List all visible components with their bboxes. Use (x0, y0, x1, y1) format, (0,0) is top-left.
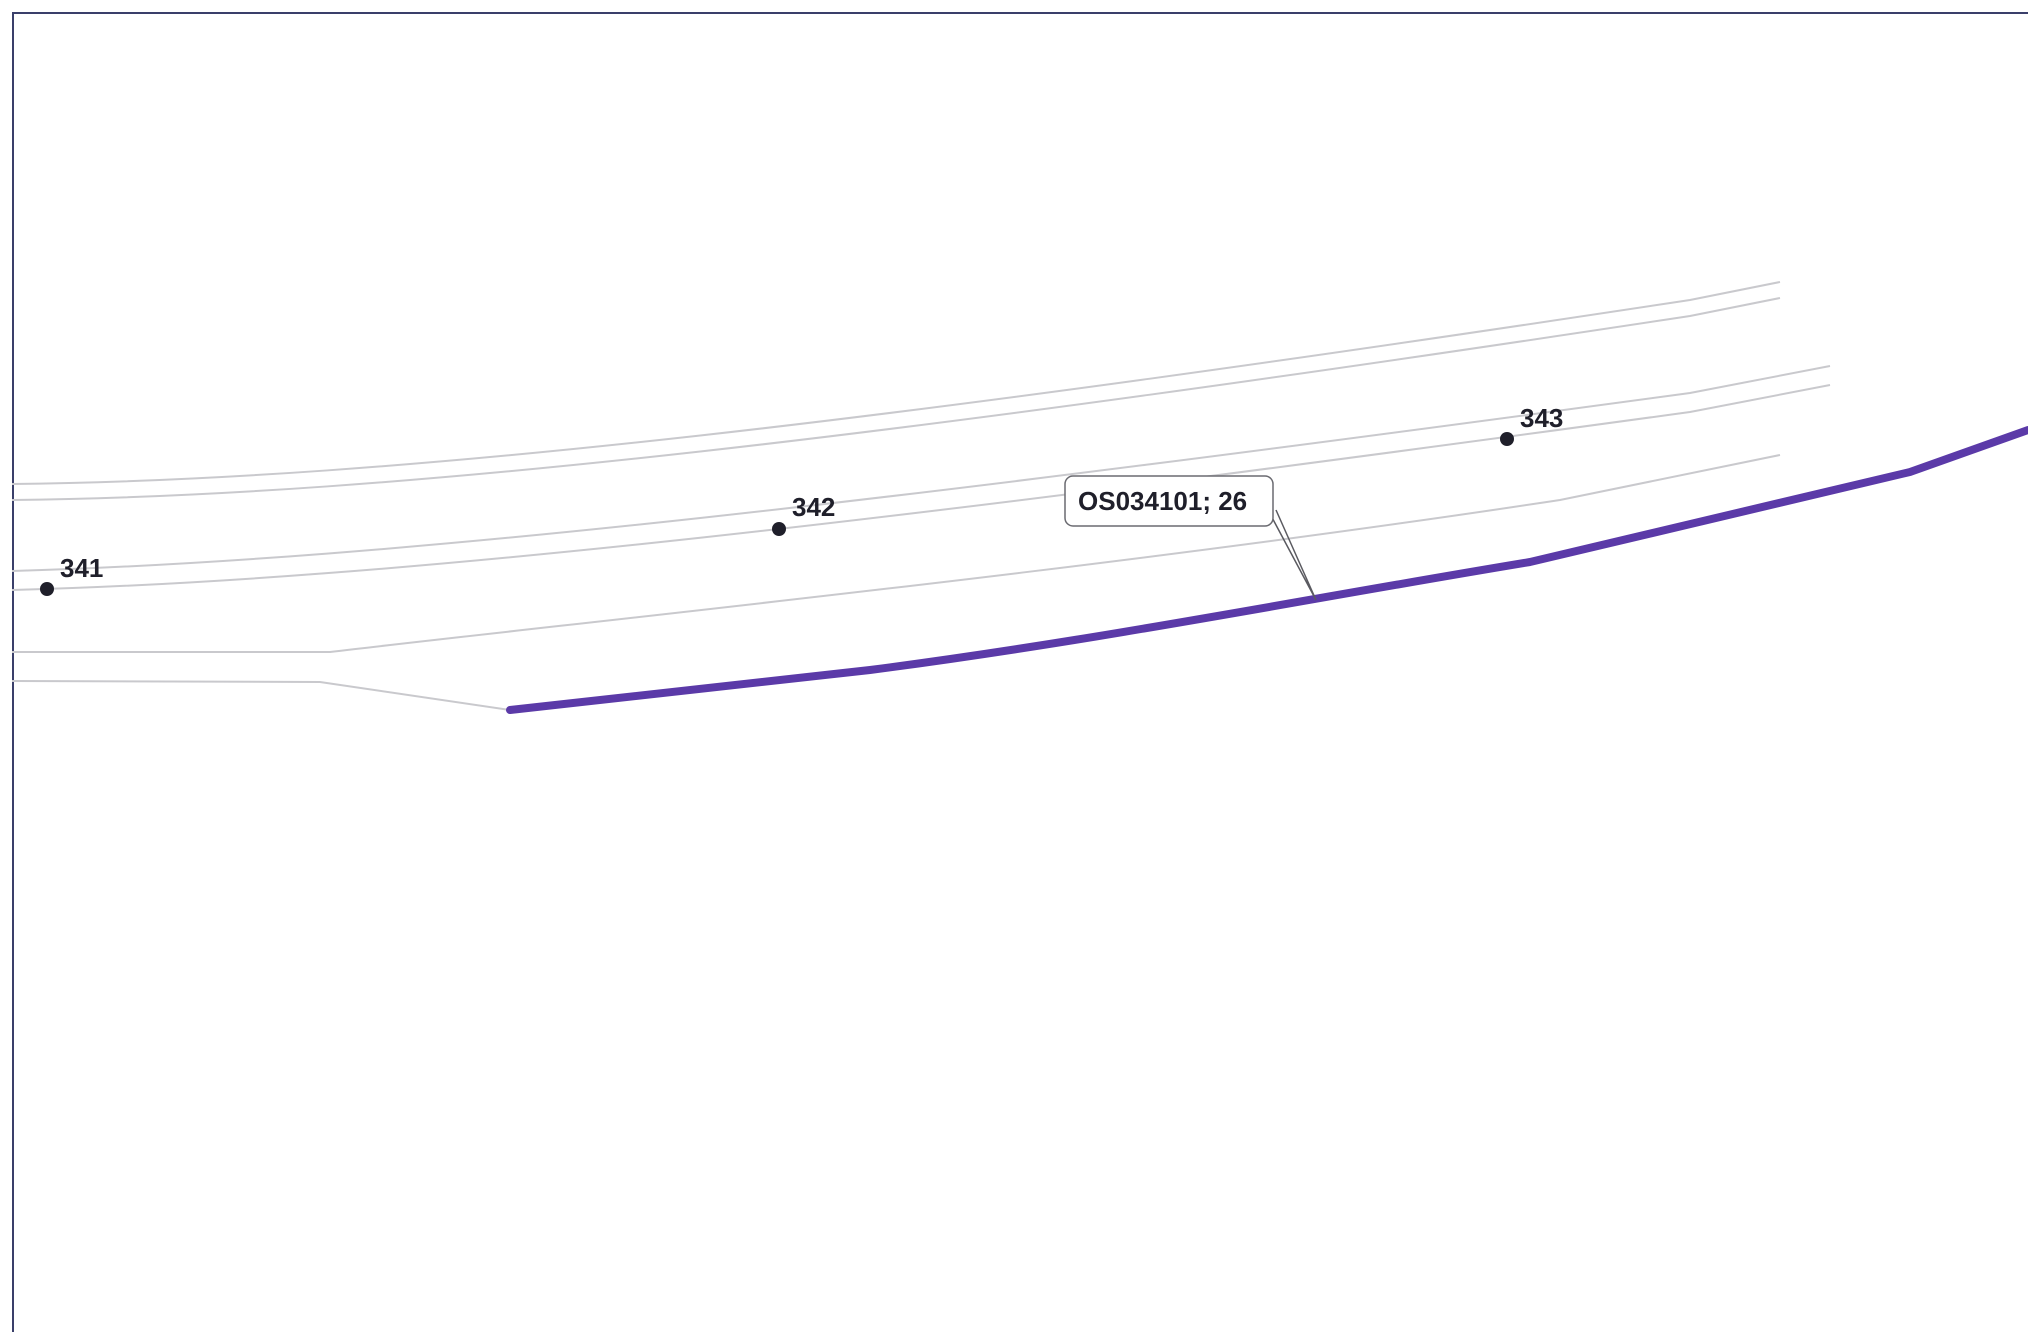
road-line-mid-1 (11, 365, 1831, 572)
callout-box (1064, 475, 1274, 527)
point-341-label: 341 (60, 553, 103, 583)
point-343[interactable]: 343 (1500, 403, 1563, 446)
road-line-bottom (11, 680, 511, 711)
callout-label: OS034101; 26 (1078, 486, 1247, 516)
road-lines (11, 281, 1831, 711)
road-line-mid-2 (11, 384, 1831, 591)
point-343-label: 343 (1520, 403, 1563, 433)
point-343-marker (1500, 432, 1514, 446)
parcel-callout[interactable]: OS034101; 26 (1064, 475, 1317, 601)
road-line-lower (12, 454, 1781, 653)
map-frame (12, 12, 2028, 1332)
boundary-line[interactable] (506, 426, 2028, 714)
road-line-upper-1 (11, 281, 1781, 485)
point-342[interactable]: 342 (772, 492, 835, 536)
point-341-marker (40, 582, 54, 596)
point-342-marker (772, 522, 786, 536)
callout-leader (1267, 509, 1317, 601)
road-line-upper-2 (11, 297, 1781, 501)
point-342-label: 342 (792, 492, 835, 522)
point-341[interactable]: 341 (40, 553, 103, 596)
